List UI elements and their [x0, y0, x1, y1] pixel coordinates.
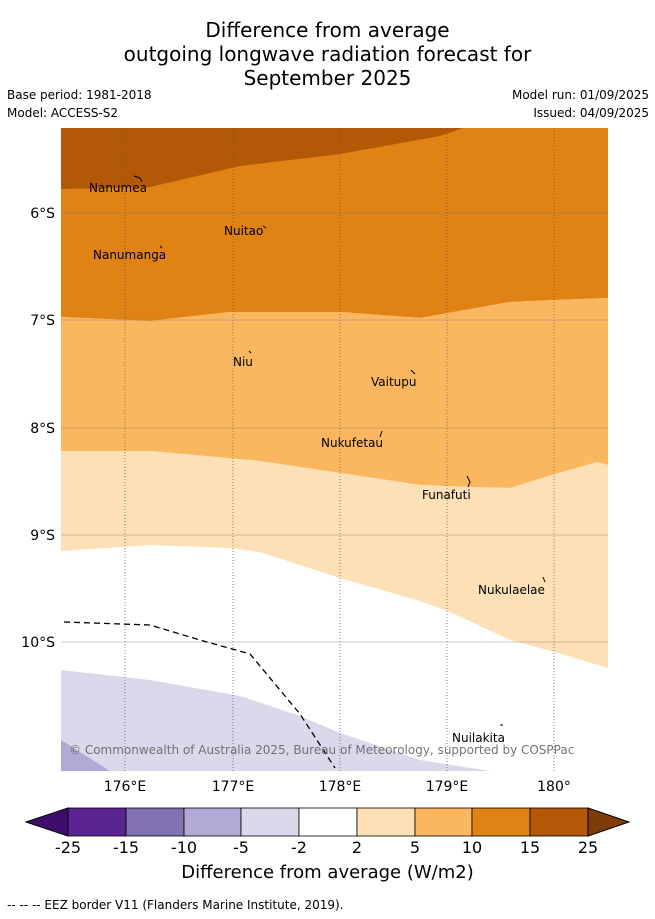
issued-date: Issued: 04/09/2025 [533, 106, 649, 120]
colorbar-cell [67, 807, 127, 837]
colorbar-ticks: -25 -15 -10 -5 -2 2 5 10 15 25 [55, 838, 598, 857]
field-minus5-minus10 [61, 740, 110, 771]
lat-label: 7°S [30, 313, 55, 329]
model-run: Model run: 01/09/2025 [511, 88, 649, 102]
colorbar-cell [471, 807, 531, 837]
lat-label: 10°S [21, 635, 55, 651]
place-label: Niu [233, 355, 253, 369]
colorbar-tick-label: -5 [233, 838, 249, 857]
colorbar-tick-label: -2 [291, 838, 307, 857]
colorbar-high-extend [587, 807, 631, 837]
lon-axis: 176°E 177°E 178°E 179°E 180° [104, 779, 571, 795]
place-label: Nanumanga [93, 248, 166, 262]
colorbar-cell [356, 807, 416, 837]
colorbar: -25 -15 -10 -5 -2 2 5 10 15 25 [24, 807, 631, 857]
lat-label: 6°S [30, 206, 55, 222]
colorbar-cell [298, 807, 358, 837]
field-minus2-minus5 [61, 670, 490, 771]
title-line-3: September 2025 [243, 66, 412, 90]
colorbar-cell [529, 807, 589, 837]
base-period: Base period: 1981-2018 [7, 88, 152, 102]
place-labels: Nanumea Nuitao Nanumanga Niu Vaitupu Nukufeta… [89, 181, 545, 745]
field-10-15 [61, 128, 608, 321]
lon-label: 179°E [426, 779, 469, 795]
colorbar-cell [414, 807, 473, 837]
model-name: Model: ACCESS-S2 [7, 106, 119, 120]
colorbar-tick-label: -10 [171, 838, 197, 857]
place-label: Funafuti [422, 488, 471, 502]
island-outlines [133, 175, 546, 726]
colorbar-cells [67, 807, 589, 837]
colorbar-tick-label: 25 [578, 838, 598, 857]
colorbar-cell [240, 807, 300, 837]
colorbar-cell [183, 807, 242, 837]
place-label: Vaitupu [371, 375, 417, 389]
place-label: Nanumea [89, 181, 147, 195]
field-5-10 [61, 298, 608, 488]
colorbar-low-extend [24, 807, 69, 837]
lon-gridlines [124, 128, 555, 771]
lat-axis: 6°S 7°S 8°S 9°S 10°S [21, 206, 55, 651]
colorbar-tick-label: 2 [352, 838, 362, 857]
place-label: Nukufetau [321, 436, 383, 450]
field-15-25 [61, 128, 463, 189]
colorbar-tick-label: -25 [55, 838, 81, 857]
lat-label: 8°S [30, 421, 55, 437]
place-label: Nuitao [224, 224, 263, 238]
lat-label: 9°S [30, 528, 55, 544]
colorbar-title: Difference from average (W/m2) [181, 862, 474, 883]
place-label: Nukulaelae [478, 583, 545, 597]
lon-label: 177°E [212, 779, 255, 795]
lon-label: 180° [537, 779, 571, 795]
colorbar-tick-label: -15 [113, 838, 139, 857]
map-fields: Nanumea Nuitao Nanumanga Niu Vaitupu Nukufeta… [61, 128, 608, 771]
lat-gridlines [61, 212, 608, 643]
field-2-5 [61, 451, 608, 668]
place-label: Nuilakita [452, 731, 505, 745]
lon-label: 176°E [104, 779, 147, 795]
copyright-text: © Commonwealth of Australia 2025, Bureau… [69, 743, 574, 757]
title-line-2: outgoing longwave radiation forecast for [123, 42, 532, 66]
eez-border [63, 621, 336, 769]
colorbar-tick-label: 15 [520, 838, 540, 857]
colorbar-cell [125, 807, 185, 837]
title-line-1: Difference from average [205, 18, 450, 42]
eez-footnote: -- -- -- EEZ border V11 (Flanders Marine… [7, 898, 344, 912]
colorbar-tick-label: 10 [462, 838, 482, 857]
lon-label: 178°E [319, 779, 362, 795]
colorbar-tick-label: 5 [410, 838, 420, 857]
